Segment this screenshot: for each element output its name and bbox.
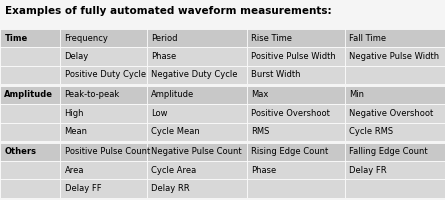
Text: Negative Pulse Count: Negative Pulse Count [151,147,242,156]
Text: Positive Overshoot: Positive Overshoot [251,109,330,118]
Bar [60,86,147,104]
Bar [0,143,60,161]
Text: Phase: Phase [251,166,277,175]
Bar [345,104,445,123]
Bar [345,179,445,198]
Text: Burst Width: Burst Width [251,70,301,79]
Bar [345,66,445,84]
Text: Peak-to-peak: Peak-to-peak [65,90,120,99]
Bar [247,104,345,123]
Text: Low: Low [151,109,168,118]
Text: Frequency: Frequency [65,34,109,43]
Bar [0,47,60,66]
Bar [345,161,445,179]
Text: Rise Time: Rise Time [251,34,292,43]
Text: Mean: Mean [65,127,88,136]
Text: Amplitude: Amplitude [4,90,53,99]
Bar [0,29,60,47]
Text: Negative Pulse Width: Negative Pulse Width [349,52,440,61]
Text: Rising Edge Count: Rising Edge Count [251,147,329,156]
Bar [0,84,445,86]
Bar [345,29,445,47]
Bar [247,66,345,84]
Text: Positive Pulse Count: Positive Pulse Count [65,147,150,156]
Text: Delay FR: Delay FR [349,166,387,175]
Text: Examples of fully automated waveform measurements:: Examples of fully automated waveform mea… [5,6,332,16]
Text: Positive Pulse Width: Positive Pulse Width [251,52,336,61]
Bar [247,29,345,47]
Text: Phase: Phase [151,52,177,61]
Text: RMS: RMS [251,127,270,136]
Text: Max: Max [251,90,269,99]
Bar [147,161,247,179]
Text: Delay FF: Delay FF [65,184,101,193]
Text: Others: Others [4,147,36,156]
Text: Falling Edge Count: Falling Edge Count [349,147,428,156]
Text: Delay: Delay [65,52,89,61]
Bar [0,161,60,179]
Text: Negative Overshoot: Negative Overshoot [349,109,433,118]
Bar [147,66,247,84]
Text: Cycle RMS: Cycle RMS [349,127,393,136]
Bar [147,104,247,123]
Text: High: High [65,109,84,118]
Text: Negative Duty Cycle: Negative Duty Cycle [151,70,238,79]
Text: Period: Period [151,34,178,43]
Text: Fall Time: Fall Time [349,34,386,43]
Bar [247,123,345,141]
Bar [0,123,60,141]
Bar [345,143,445,161]
Bar [147,123,247,141]
Bar [247,86,345,104]
Bar [60,66,147,84]
Text: Cycle Area: Cycle Area [151,166,197,175]
Bar [147,143,247,161]
Bar [0,86,60,104]
Bar [147,86,247,104]
Bar [147,29,247,47]
Bar [147,179,247,198]
Bar [0,179,60,198]
Bar [247,47,345,66]
Bar [247,143,345,161]
Bar [0,141,445,143]
Bar [0,104,60,123]
Text: Min: Min [349,90,364,99]
Text: Delay RR: Delay RR [151,184,190,193]
Bar [0,66,60,84]
Bar [0,198,445,199]
Bar [60,47,147,66]
Bar [345,123,445,141]
Bar [60,179,147,198]
Bar [345,86,445,104]
Bar [247,179,345,198]
Text: Positive Duty Cycle: Positive Duty Cycle [65,70,146,79]
Bar [60,104,147,123]
Bar [345,47,445,66]
Bar [60,161,147,179]
Bar [60,29,147,47]
Bar [60,123,147,141]
Text: Cycle Mean: Cycle Mean [151,127,200,136]
Text: Area: Area [65,166,84,175]
Bar [247,161,345,179]
Bar [60,143,147,161]
Text: Time: Time [4,34,28,43]
Bar [147,47,247,66]
Text: Amplitude: Amplitude [151,90,194,99]
